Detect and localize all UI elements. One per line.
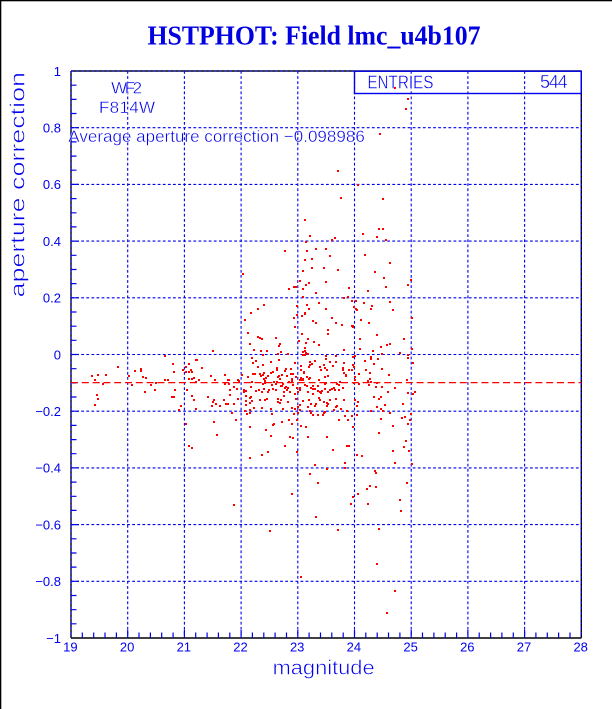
svg-text:28: 28 [573, 640, 587, 655]
svg-text:0.4: 0.4 [43, 234, 61, 249]
svg-text:1: 1 [54, 64, 61, 79]
svg-text:−1: −1 [46, 631, 61, 646]
svg-text:19: 19 [63, 640, 77, 655]
svg-text:20: 20 [120, 640, 134, 655]
svg-text:−0.8: −0.8 [35, 574, 61, 589]
svg-text:HSTPHOT: Field lmc_u4b107: HSTPHOT: Field lmc_u4b107 [148, 21, 481, 51]
svg-text:26: 26 [460, 640, 474, 655]
svg-text:27: 27 [517, 640, 531, 655]
svg-text:−0.2: −0.2 [35, 404, 61, 419]
svg-text:23: 23 [290, 640, 304, 655]
svg-text:0: 0 [54, 347, 61, 362]
svg-text:0.2: 0.2 [43, 291, 61, 306]
svg-text:magnitude: magnitude [273, 658, 375, 680]
svg-text:25: 25 [403, 640, 417, 655]
svg-text:0.6: 0.6 [43, 177, 61, 192]
svg-text:24: 24 [347, 640, 361, 655]
svg-text:F814W: F814W [99, 98, 155, 117]
svg-text:aperture correction: aperture correction [8, 72, 30, 298]
svg-text:−0.4: −0.4 [35, 461, 61, 476]
svg-text:0.8: 0.8 [43, 121, 61, 136]
svg-text:−0.6: −0.6 [35, 517, 61, 532]
svg-text:21: 21 [177, 640, 191, 655]
svg-text:544: 544 [540, 72, 568, 92]
svg-text:WF2: WF2 [111, 78, 142, 97]
svg-text:ENTRIES: ENTRIES [367, 72, 433, 92]
svg-text:Average aperture correction −0: Average aperture correction −0.098986 [68, 127, 365, 146]
svg-text:22: 22 [233, 640, 247, 655]
